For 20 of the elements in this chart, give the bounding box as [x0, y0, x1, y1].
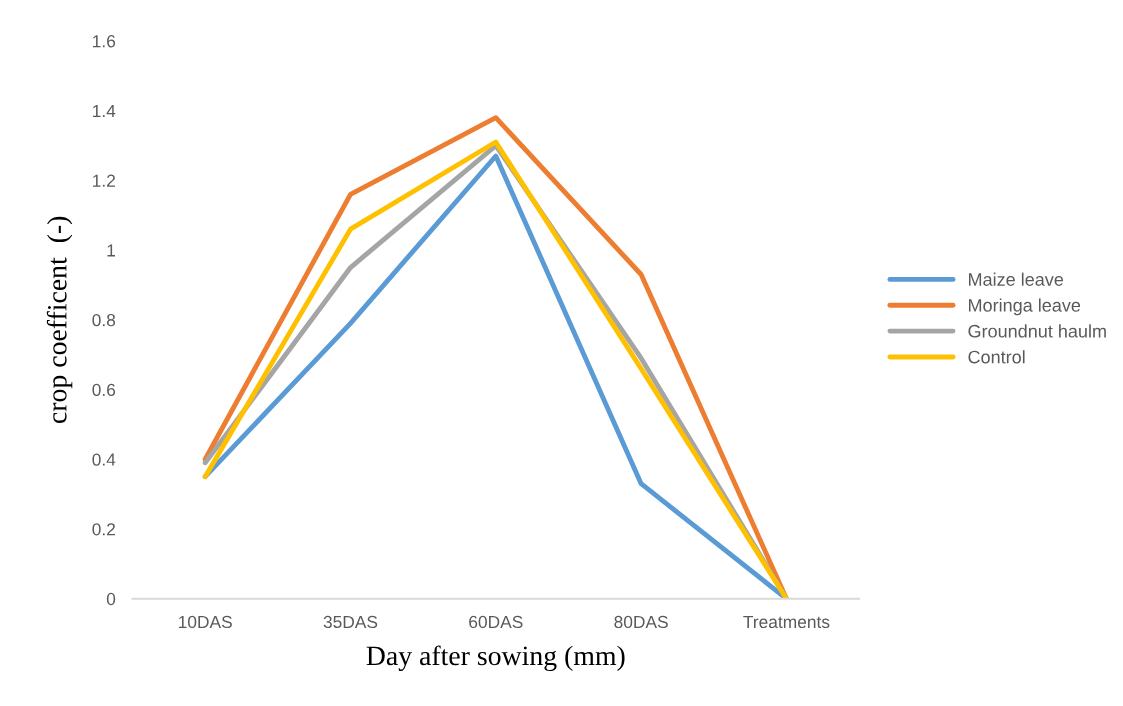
y-tick-label: 0.4: [92, 453, 116, 466]
y-tick-label: 0.8: [92, 313, 116, 327]
y-axis-title: crop coefficent (-): [46, 216, 73, 423]
legend-label: Maize leave: [969, 272, 1064, 286]
x-axis-title: Day after sowing (mm): [366, 645, 625, 671]
y-tick-label: 0: [106, 592, 116, 606]
x-tick-label: 10DAS: [178, 615, 232, 629]
y-tick-label: 1.2: [93, 174, 115, 187]
legend-label: Moringa leave: [969, 298, 1081, 316]
x-tick-label: 35DAS: [323, 615, 378, 629]
y-tick-label: 0.6: [92, 383, 116, 396]
y-tick-label: 1: [107, 244, 115, 257]
y-tick-label: 0.2: [92, 523, 115, 536]
y-tick-label: 1.4: [93, 105, 116, 117]
x-tick-label: Treatments: [743, 615, 830, 629]
legend-label: Control: [968, 350, 1025, 364]
x-tick-label: 80DAS: [614, 615, 668, 629]
legend-label: Groundnut haulm: [968, 324, 1106, 338]
y-tick-label: 1.6: [93, 35, 116, 48]
x-tick-label: 60DAS: [469, 615, 523, 629]
